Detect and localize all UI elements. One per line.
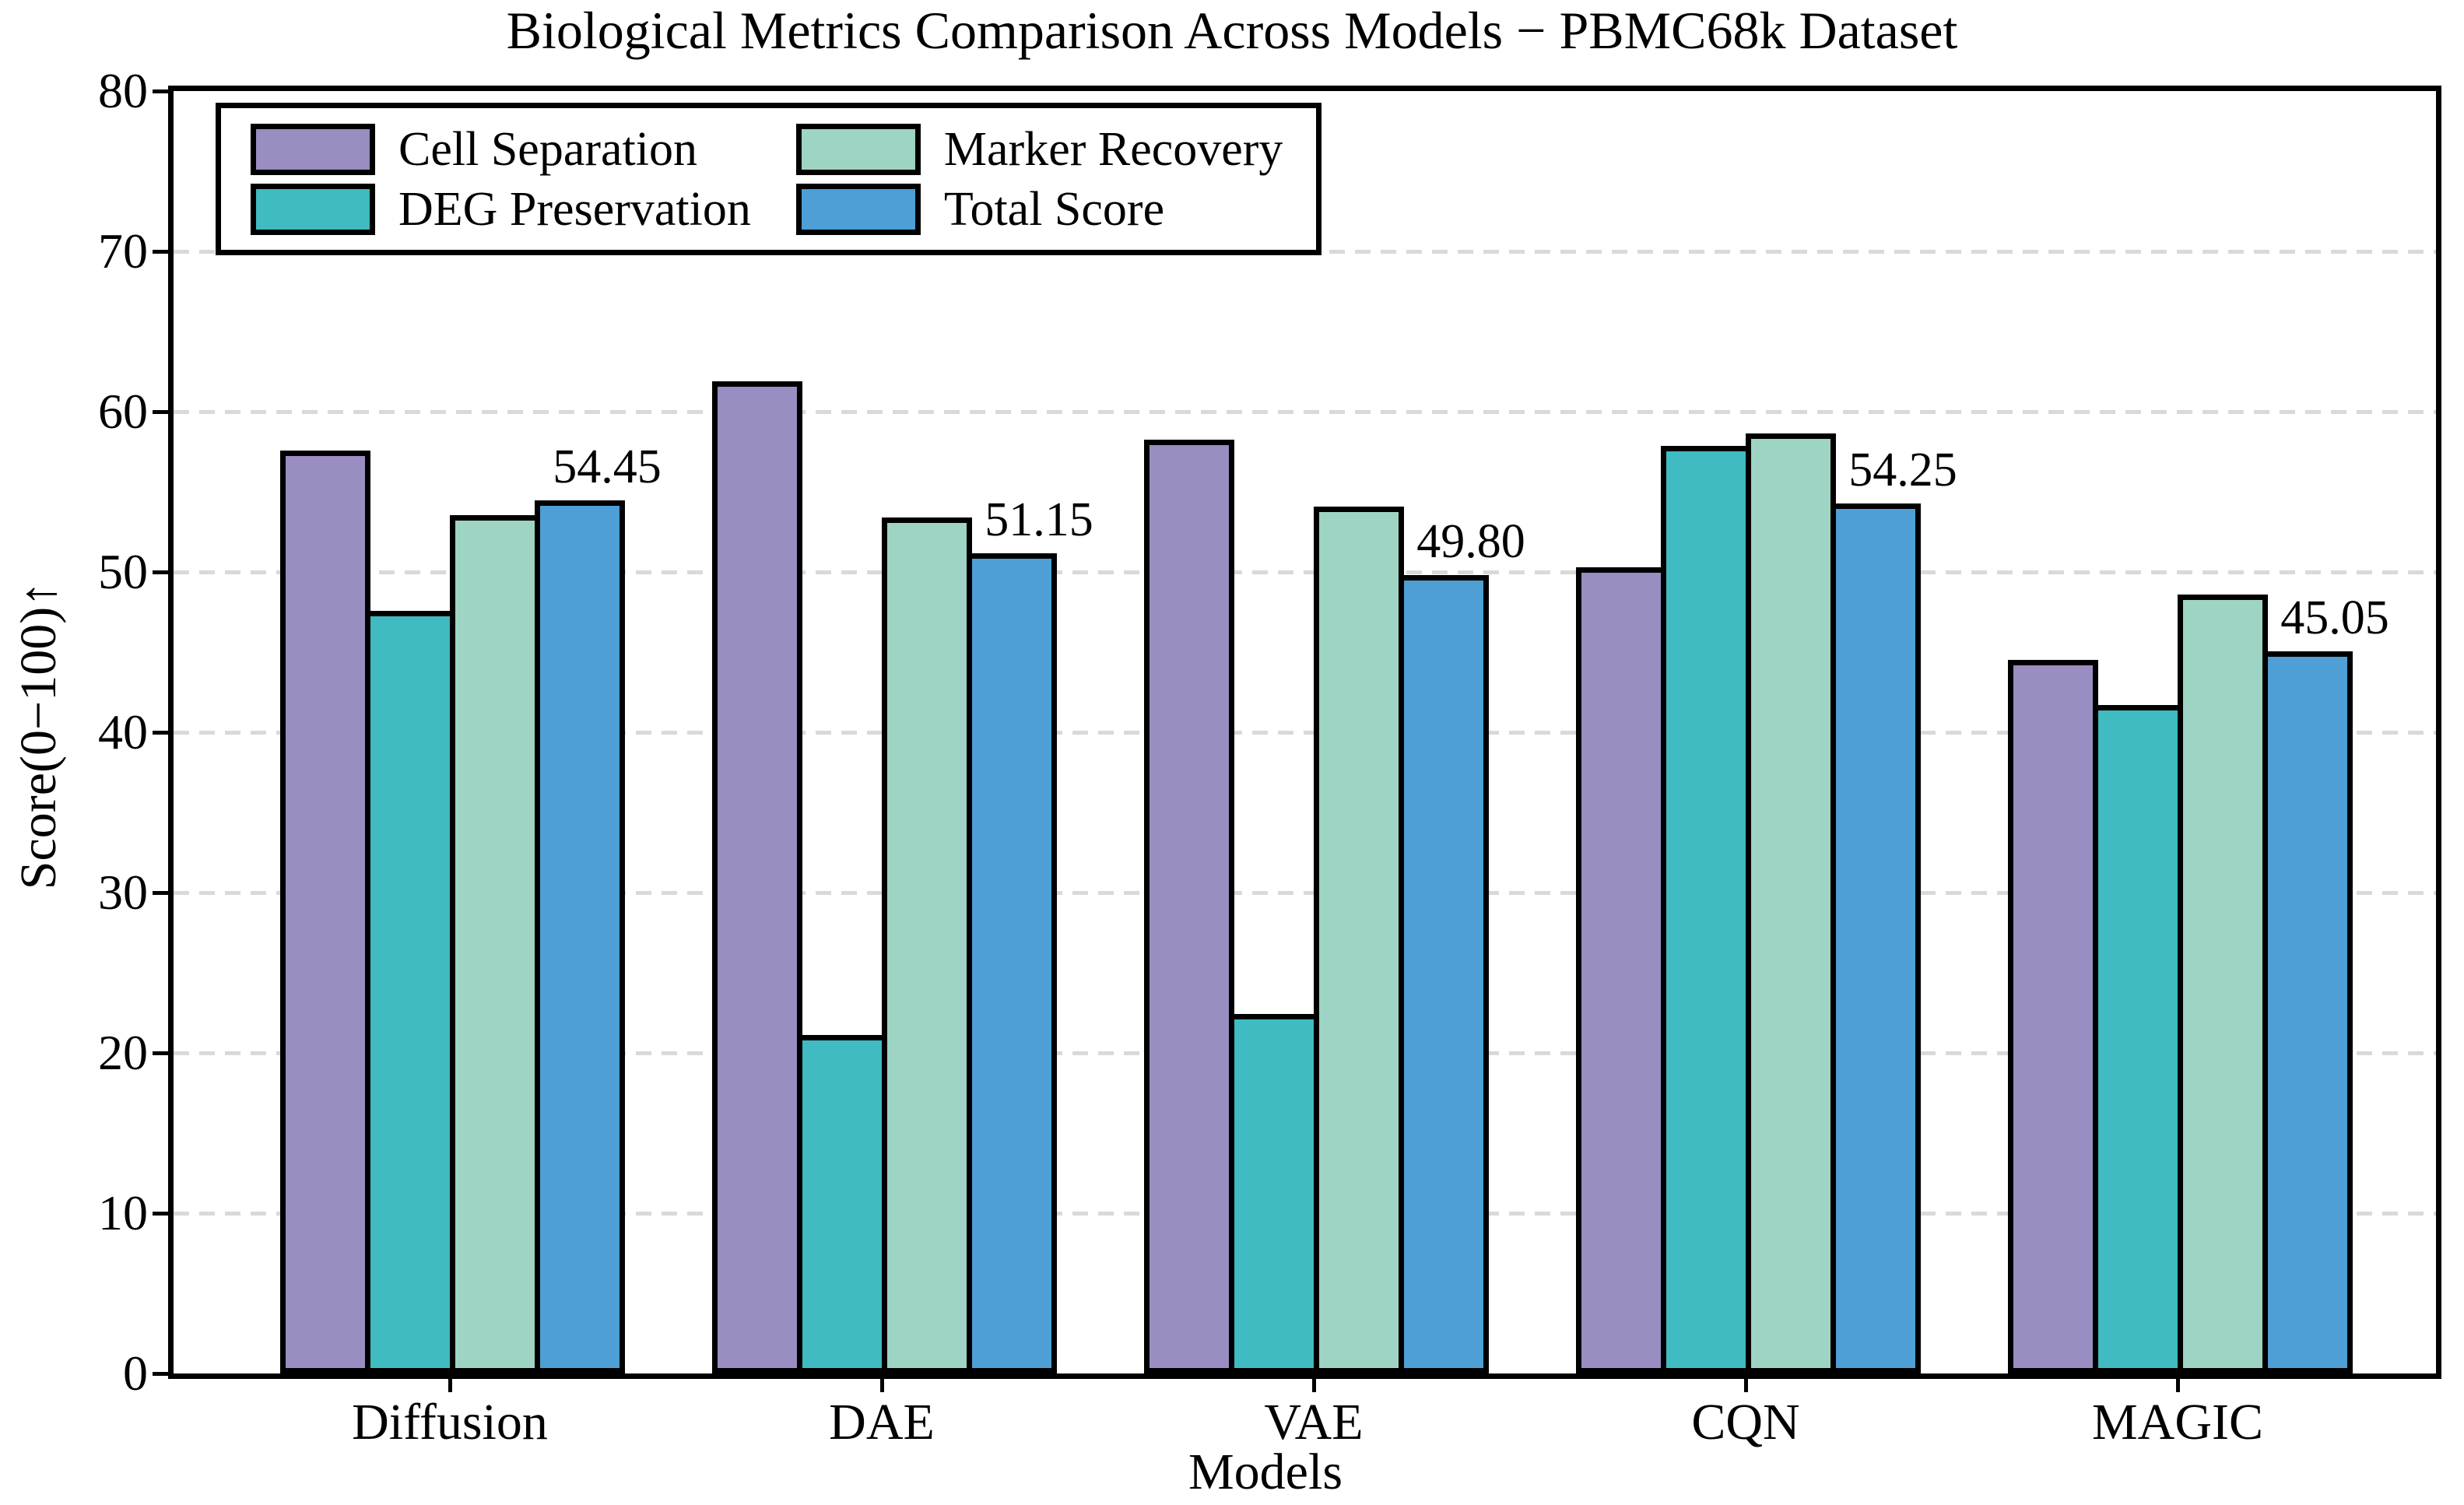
legend: Cell Separation DEG Preservation Marker Re… (216, 103, 1322, 255)
bar-dae-deg-preservation (797, 1035, 887, 1373)
x-tick-vae (1311, 1377, 1316, 1392)
y-tick-60 (153, 409, 168, 414)
gridline-y40 (174, 731, 2436, 735)
y-tick-label-70: 70 (98, 223, 148, 279)
bar-cqn-marker-recovery (1746, 433, 1836, 1373)
y-tick-label-30: 30 (98, 865, 148, 920)
bar-diffusion-cell-separation (280, 451, 370, 1373)
bar-cqn-cell-separation (1576, 567, 1666, 1373)
bar-magic-cell-separation (2008, 660, 2098, 1373)
legend-label: Total Score (943, 182, 1165, 236)
x-tick-label-magic: MAGIC (2091, 1394, 2263, 1451)
y-tick-70 (153, 249, 168, 254)
bar-dae-cell-separation (712, 381, 802, 1373)
y-tick-label-10: 10 (98, 1185, 148, 1240)
bar-magic-total-score (2262, 651, 2353, 1373)
value-label-cqn: 54.25 (1848, 444, 1957, 497)
y-tick-10 (153, 1211, 168, 1216)
x-tick-magic (2175, 1377, 2180, 1392)
bar-vae-cell-separation (1144, 440, 1234, 1373)
legend-label: Cell Separation (398, 122, 697, 176)
gridline-y50 (174, 570, 2436, 574)
bar-diffusion-total-score (535, 500, 625, 1373)
legend-label: DEG Preservation (398, 182, 751, 236)
bar-cqn-deg-preservation (1661, 446, 1751, 1373)
legend-swatch-icon (795, 183, 921, 235)
legend-swatch-icon (795, 123, 921, 175)
bar-magic-marker-recovery (2178, 594, 2268, 1373)
y-tick-50 (153, 570, 168, 574)
chart-title: Biological Metrics Comparison Across Mod… (506, 1, 1958, 60)
y-tick-label-40: 40 (98, 704, 148, 760)
bar-dae-total-score (967, 553, 1057, 1373)
y-tick-40 (153, 730, 168, 735)
x-tick-cqn (1743, 1377, 1748, 1392)
y-tick-0 (153, 1371, 168, 1376)
value-label-vae: 49.80 (1416, 515, 1525, 569)
legend-item-total-score: Total Score (795, 182, 1310, 236)
legend-item-cell-separation: Cell Separation (251, 122, 796, 176)
bar-vae-deg-preservation (1229, 1013, 1319, 1373)
gridline-y30 (174, 891, 2436, 895)
x-tick-label-vae: VAE (1264, 1394, 1364, 1451)
bar-vae-marker-recovery (1314, 506, 1404, 1373)
bar-cqn-total-score (1830, 503, 1921, 1373)
bar-magic-deg-preservation (2093, 704, 2183, 1373)
bar-dae-marker-recovery (882, 517, 972, 1373)
legend-swatch-icon (251, 183, 375, 235)
legend-item-deg-preservation: DEG Preservation (251, 182, 796, 236)
y-tick-30 (153, 890, 168, 895)
value-label-dae: 51.15 (985, 493, 1093, 547)
legend-item-marker-recovery: Marker Recovery (795, 122, 1310, 176)
bar-diffusion-deg-preservation (365, 611, 455, 1373)
y-tick-label-80: 80 (98, 63, 148, 118)
y-tick-label-60: 60 (98, 384, 148, 439)
x-tick-dae (879, 1377, 884, 1392)
x-tick-label-dae: DAE (829, 1394, 935, 1451)
x-tick-label-cqn: CQN (1691, 1394, 1800, 1451)
legend-swatch-icon (251, 123, 375, 175)
bar-vae-total-score (1399, 575, 1489, 1373)
x-axis-label: Models (1188, 1444, 1343, 1500)
plot-area: 54.45 51.15 49.80 54.25 45.05 Cell Separatio… (168, 86, 2441, 1379)
y-tick-80 (153, 89, 168, 93)
y-tick-label-20: 20 (98, 1025, 148, 1080)
y-tick-20 (153, 1051, 168, 1055)
value-label-diffusion: 54.45 (553, 440, 662, 494)
bar-diffusion-marker-recovery (450, 514, 540, 1373)
legend-label: Marker Recovery (943, 122, 1283, 176)
y-tick-label-50: 50 (98, 544, 148, 599)
y-tick-label-0: 0 (123, 1345, 148, 1401)
value-label-magic: 45.05 (2280, 591, 2389, 644)
x-tick-label-diffusion: Diffusion (352, 1394, 548, 1451)
x-tick-diffusion (448, 1377, 452, 1392)
gridline-y60 (174, 410, 2436, 414)
